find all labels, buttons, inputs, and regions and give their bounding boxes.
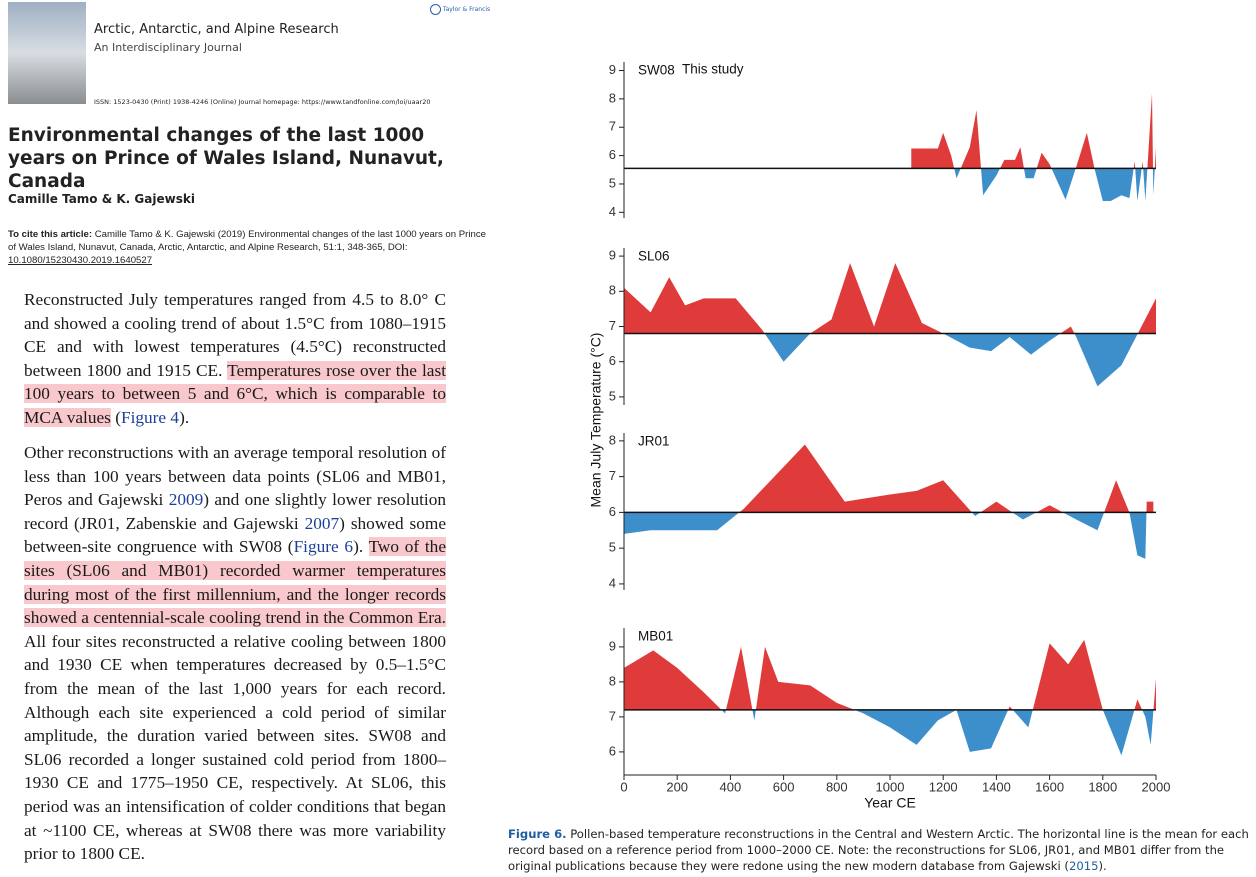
x-tick-label: 0 bbox=[620, 779, 627, 794]
area-below bbox=[624, 512, 1147, 559]
y-tick-label: 5 bbox=[609, 175, 616, 190]
x-tick-label: 1200 bbox=[929, 779, 958, 794]
cite-text: Camille Tamo & K. Gajewski (2019) Enviro… bbox=[8, 229, 486, 253]
y-tick-label: 5 bbox=[609, 388, 616, 403]
y-tick-label: 8 bbox=[609, 432, 616, 447]
text: Reconstructed July temperatures ranged f… bbox=[24, 290, 446, 380]
paragraph: Other reconstructions with an average te… bbox=[24, 441, 446, 866]
text: All four sites reconstructed a relative … bbox=[24, 631, 446, 864]
text: Other reconstructions with an average te… bbox=[24, 443, 446, 510]
y-tick-label: 9 bbox=[609, 248, 616, 263]
area-below bbox=[911, 168, 1156, 201]
y-tick-label: 6 bbox=[609, 743, 616, 758]
area-below bbox=[721, 709, 1154, 756]
y-tick-label: 8 bbox=[609, 90, 616, 105]
y-tick-label: 6 bbox=[609, 504, 616, 519]
text: ) and one slightly lower resolution reco… bbox=[24, 490, 446, 533]
text: Pollen-based temperature reconstructions… bbox=[508, 827, 1249, 873]
area-above bbox=[624, 444, 1154, 513]
panel-subtitle: This study bbox=[682, 62, 744, 77]
panel-title: MB01 bbox=[638, 629, 673, 644]
y-axis-label: Mean July Temperature (°C) bbox=[588, 333, 604, 508]
cover-image bbox=[8, 2, 86, 104]
area-above bbox=[911, 93, 1156, 169]
panel-title: SW08 bbox=[638, 63, 675, 78]
x-tick-label: 1800 bbox=[1088, 779, 1117, 794]
y-tick-label: 9 bbox=[609, 638, 616, 653]
link[interactable]: Figure 4 bbox=[120, 407, 180, 427]
x-tick-label: 600 bbox=[773, 779, 795, 794]
text: ) showed some between-site congruence wi… bbox=[24, 513, 447, 557]
paragraph: Reconstructed July temperatures ranged f… bbox=[24, 288, 446, 430]
text: ( bbox=[110, 407, 121, 427]
y-tick-label: 6 bbox=[609, 147, 616, 162]
text: ). bbox=[353, 537, 369, 557]
authors: Camille Tamo & K. Gajewski bbox=[8, 192, 195, 206]
y-tick-label: 8 bbox=[609, 283, 616, 298]
link[interactable]: Figure 6 bbox=[293, 537, 354, 557]
area-below bbox=[764, 333, 1138, 387]
x-tick-label: 1600 bbox=[1035, 779, 1064, 794]
y-tick-label: 9 bbox=[609, 62, 616, 77]
caption-label: Figure 6. bbox=[508, 827, 567, 841]
link[interactable]: 2007 bbox=[304, 513, 340, 533]
y-tick-label: 5 bbox=[609, 540, 616, 555]
x-tick-label: 800 bbox=[826, 779, 848, 794]
journal-title: Arctic, Antarctic, and Alpine Research bbox=[94, 22, 339, 37]
area-above bbox=[624, 639, 1156, 710]
journal-subtitle: An Interdisciplinary Journal bbox=[94, 41, 242, 54]
y-tick-label: 7 bbox=[609, 119, 616, 134]
text: ). bbox=[179, 407, 190, 427]
y-tick-label: 6 bbox=[609, 353, 616, 368]
y-tick-label: 4 bbox=[609, 204, 616, 219]
area-above bbox=[624, 263, 1156, 334]
y-tick-label: 7 bbox=[609, 318, 616, 333]
publisher-logo: Taylor & Francis bbox=[430, 4, 490, 15]
link[interactable]: 2009 bbox=[168, 490, 204, 510]
y-tick-label: 4 bbox=[609, 575, 616, 590]
text: ). bbox=[1098, 859, 1107, 873]
y-tick-label: 7 bbox=[609, 468, 616, 483]
figure-caption: Figure 6. Pollen-based temperature recon… bbox=[508, 826, 1254, 874]
citation: To cite this article: Camille Tamo & K. … bbox=[8, 228, 486, 267]
x-tick-label: 1400 bbox=[982, 779, 1011, 794]
panel-title: JR01 bbox=[638, 434, 670, 449]
y-tick-label: 8 bbox=[609, 673, 616, 688]
issn: ISSN: 1523-0430 (Print) 1938-4246 (Onlin… bbox=[94, 98, 431, 106]
x-tick-label: 200 bbox=[666, 779, 688, 794]
link[interactable]: 2015 bbox=[1068, 859, 1099, 873]
panel-title: SL06 bbox=[638, 249, 670, 264]
x-tick-label: 2000 bbox=[1142, 779, 1171, 794]
x-axis-label: Year CE bbox=[864, 795, 916, 811]
cite-label: To cite this article: bbox=[8, 229, 93, 240]
y-tick-label: 7 bbox=[609, 708, 616, 723]
figure: 4 5 6 7 8 9 SW08 This study 5 6 7 8 9 SL06 4 5 6 7 8 JR01 6 7… bbox=[588, 62, 1171, 811]
x-tick-label: 1000 bbox=[876, 779, 905, 794]
doi[interactable]: 10.1080/15230430.2019.1640527 bbox=[8, 255, 153, 266]
article-title: Environmental changes of the last 1000 y… bbox=[8, 125, 444, 192]
publisher: Taylor & Francis bbox=[442, 6, 491, 13]
x-tick-label: 400 bbox=[720, 779, 742, 794]
